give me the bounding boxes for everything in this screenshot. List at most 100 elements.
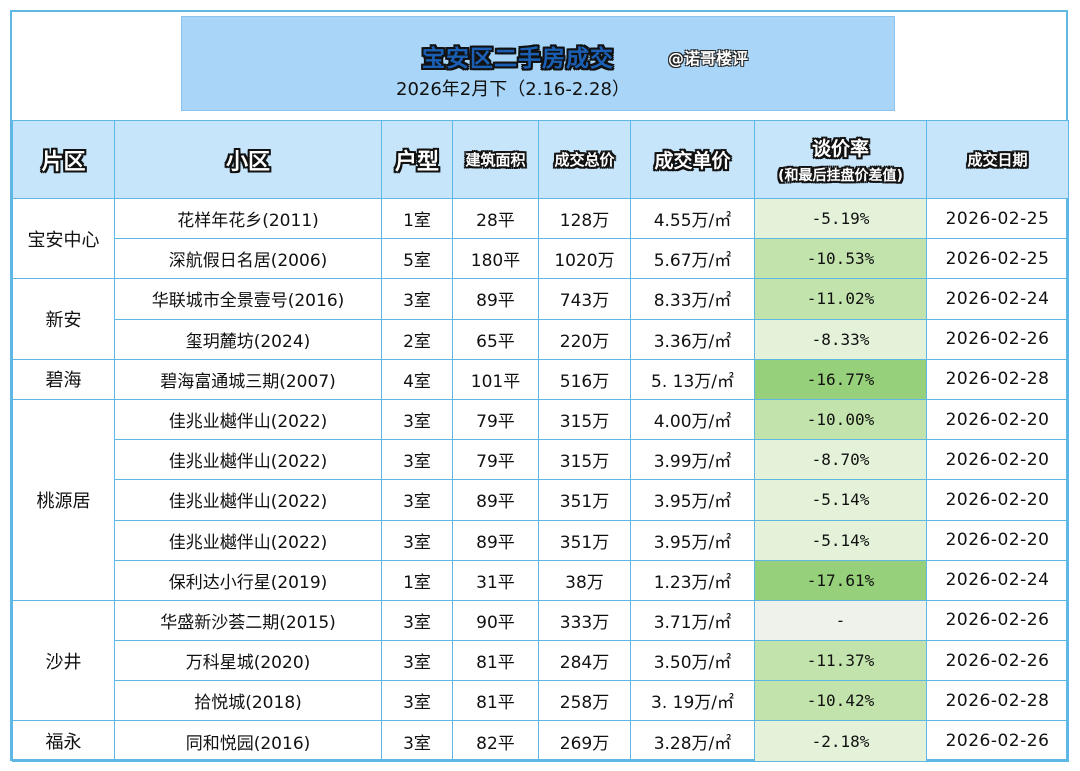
bargain-rate-cell: -10.00% bbox=[754, 398, 927, 441]
header-area: 建筑面积 bbox=[452, 120, 539, 199]
period-subtitle: 2026年2月下（2.16-2.28） bbox=[396, 79, 630, 100]
total-price-cell: 315万 bbox=[538, 439, 631, 481]
total-price-cell: 516万 bbox=[538, 358, 631, 400]
layout-cell: 3室 bbox=[381, 599, 453, 642]
bargain-rate-cell: -17.61% bbox=[754, 559, 927, 601]
area-cell: 180平 bbox=[452, 238, 539, 280]
bargain-rate-cell: -8.33% bbox=[754, 318, 927, 360]
area-cell: 81平 bbox=[452, 680, 539, 722]
bargain-rate-cell: -10.42% bbox=[754, 680, 927, 722]
total-price-cell: 351万 bbox=[538, 479, 631, 521]
community-cell: 华盛新沙荟二期(2015) bbox=[114, 599, 382, 642]
page-title: 宝安区二手房成交 bbox=[422, 46, 614, 72]
table-body: 宝安中心 花样年花乡(2011) 1室 28平 128万 4.55万/㎡ -5.19% 202… bbox=[12, 197, 1069, 762]
author-handle: @诺哥楼评 bbox=[668, 49, 749, 68]
community-cell: 万科星城(2020) bbox=[114, 640, 382, 682]
header-date: 成交日期 bbox=[926, 120, 1069, 199]
unit-price-cell: 4.55万/㎡ bbox=[630, 197, 755, 240]
total-price-cell: 220万 bbox=[538, 318, 631, 360]
community-cell: 佳兆业樾伴山(2022) bbox=[114, 398, 382, 441]
bargain-rate-cell: -8.70% bbox=[754, 439, 927, 481]
title-banner: 宝安区二手房成交 @诺哥楼评 2026年2月下（2.16-2.28） bbox=[181, 16, 895, 111]
total-price-cell: 258万 bbox=[538, 680, 631, 722]
layout-cell: 2室 bbox=[381, 318, 453, 360]
community-cell: 华联城市全景壹号(2016) bbox=[114, 278, 382, 320]
layout-cell: 3室 bbox=[381, 519, 453, 561]
community-cell: 佳兆业樾伴山(2022) bbox=[114, 519, 382, 561]
deal-date-cell: 2026-02-24 bbox=[926, 559, 1069, 601]
bargain-rate-cell: -5.14% bbox=[754, 479, 927, 521]
total-price-cell: 351万 bbox=[538, 519, 631, 561]
district-cell: 沙井 bbox=[12, 599, 115, 722]
area-cell: 82平 bbox=[452, 720, 539, 762]
district-cell: 碧海 bbox=[12, 358, 115, 400]
unit-price-cell: 3.71万/㎡ bbox=[630, 599, 755, 642]
area-cell: 81平 bbox=[452, 640, 539, 682]
transactions-table: 片区 小区 户型 建筑面积 成交总价 成交单价 谈价率 (和最后挂盘价差值) 成… bbox=[12, 120, 1069, 762]
layout-cell: 3室 bbox=[381, 479, 453, 521]
deal-date-cell: 2026-02-28 bbox=[926, 680, 1069, 722]
area-cell: 65平 bbox=[452, 318, 539, 360]
layout-cell: 3室 bbox=[381, 720, 453, 762]
deal-date-cell: 2026-02-20 bbox=[926, 439, 1069, 481]
table-row: 宝安中心 花样年花乡(2011) 1室 28平 128万 4.55万/㎡ -5.19% 202… bbox=[12, 197, 1069, 280]
table-row: 新安 华联城市全景壹号(2016) 3室 89平 743万 8.33万/㎡ -11.02% 2… bbox=[12, 278, 1069, 360]
unit-price-cell: 5.67万/㎡ bbox=[630, 238, 755, 280]
area-cell: 89平 bbox=[452, 479, 539, 521]
table-row: 拾悦城(2018) 3室 81平 258万 3. 19万/㎡ -10.42% 2026-02… bbox=[13, 680, 1069, 722]
total-price-cell: 315万 bbox=[538, 398, 631, 441]
area-cell: 31平 bbox=[452, 559, 539, 601]
deal-date-cell: 2026-02-26 bbox=[926, 318, 1069, 360]
total-price-cell: 269万 bbox=[538, 720, 631, 762]
header-rate-label: 谈价率 bbox=[811, 138, 869, 160]
unit-price-cell: 3.95万/㎡ bbox=[630, 479, 755, 521]
total-price-cell: 284万 bbox=[538, 640, 631, 682]
layout-cell: 1室 bbox=[381, 197, 453, 240]
table-row: 桃源居 佳兆业樾伴山(2022) 3室 79平 315万 4.00万/㎡ -10.00% 20… bbox=[12, 398, 1069, 601]
unit-price-cell: 3.95万/㎡ bbox=[630, 519, 755, 561]
unit-price-cell: 1.23万/㎡ bbox=[630, 559, 755, 601]
bargain-rate-cell: -10.53% bbox=[754, 238, 927, 280]
area-cell: 89平 bbox=[452, 519, 539, 561]
area-cell: 28平 bbox=[452, 197, 539, 240]
area-cell: 79平 bbox=[452, 398, 539, 441]
area-cell: 79平 bbox=[452, 439, 539, 481]
layout-cell: 4室 bbox=[381, 358, 453, 400]
district-cell: 宝安中心 bbox=[12, 197, 115, 280]
community-cell: 佳兆业樾伴山(2022) bbox=[114, 479, 382, 521]
table-row: 佳兆业樾伴山(2022) 3室 79平 315万 3.99万/㎡ -8.70% 2026-0… bbox=[13, 439, 1069, 481]
deal-date-cell: 2026-02-26 bbox=[926, 640, 1069, 682]
community-cell: 佳兆业樾伴山(2022) bbox=[114, 439, 382, 481]
header-row: 片区 小区 户型 建筑面积 成交总价 成交单价 谈价率 (和最后挂盘价差值) 成… bbox=[12, 120, 1069, 199]
header-layout: 户型 bbox=[381, 120, 453, 199]
layout-cell: 3室 bbox=[381, 640, 453, 682]
layout-cell: 3室 bbox=[381, 680, 453, 722]
deal-date-cell: 2026-02-25 bbox=[926, 238, 1069, 280]
area-cell: 101平 bbox=[452, 358, 539, 400]
area-cell: 89平 bbox=[452, 278, 539, 320]
table-row: 深航假日名居(2006) 5室 180平 1020万 5.67万/㎡ -10.53% 202… bbox=[13, 238, 1069, 280]
table-row: 碧海 碧海富通城三期(2007) 4室 101平 516万 5. 13万/㎡ -16.77%… bbox=[12, 358, 1069, 400]
total-price-cell: 333万 bbox=[538, 599, 631, 642]
unit-price-cell: 3.28万/㎡ bbox=[630, 720, 755, 762]
table-row: 福永 同和悦园(2016) 3室 82平 269万 3.28万/㎡ -2.18% 2026-0… bbox=[12, 720, 1069, 762]
unit-price-cell: 3. 19万/㎡ bbox=[630, 680, 755, 722]
deal-date-cell: 2026-02-20 bbox=[926, 479, 1069, 521]
community-cell: 深航假日名居(2006) bbox=[114, 238, 382, 280]
unit-price-cell: 5. 13万/㎡ bbox=[630, 358, 755, 400]
table-row: 佳兆业樾伴山(2022) 3室 89平 351万 3.95万/㎡ -5.14% 2026-0… bbox=[13, 479, 1069, 521]
bargain-rate-cell: -11.02% bbox=[754, 278, 927, 320]
table-row: 佳兆业樾伴山(2022) 3室 89平 351万 3.95万/㎡ -5.14% 2026-0… bbox=[13, 519, 1069, 561]
layout-cell: 5室 bbox=[381, 238, 453, 280]
header-community: 小区 bbox=[114, 120, 382, 199]
community-cell: 玺玥麓坊(2024) bbox=[114, 318, 382, 360]
table-row: 保利达小行星(2019) 1室 31平 38万 1.23万/㎡ -17.61% 2026-0… bbox=[13, 559, 1069, 601]
header-rate-note: (和最后挂盘价差值) bbox=[778, 168, 903, 184]
deal-date-cell: 2026-02-26 bbox=[926, 599, 1069, 642]
layout-cell: 3室 bbox=[381, 278, 453, 320]
community-cell: 花样年花乡(2011) bbox=[114, 197, 382, 240]
total-price-cell: 38万 bbox=[538, 559, 631, 601]
district-cell: 新安 bbox=[12, 278, 115, 360]
unit-price-cell: 3.50万/㎡ bbox=[630, 640, 755, 682]
header-total: 成交总价 bbox=[538, 120, 631, 199]
